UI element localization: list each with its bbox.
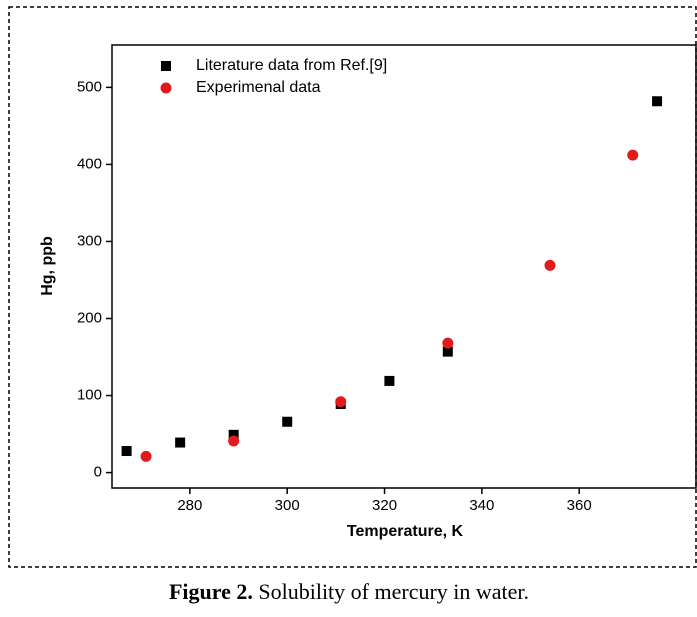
point [652,96,663,107]
plot-area [111,44,697,489]
point [228,435,240,447]
y-tick-label: 500 [77,78,102,95]
point [335,396,347,408]
y-axis-label: Hg, ppb [39,236,56,296]
point [175,437,186,448]
point [384,375,395,386]
point [121,446,132,457]
legend-label: Literature data from Ref.[9] [196,57,387,74]
y-tick-label: 200 [77,309,102,326]
x-tick-label: 340 [469,497,494,514]
caption-label: Figure 2. [169,579,253,604]
point [442,337,454,349]
point [442,346,453,357]
point [140,450,152,462]
x-tick-label: 300 [275,497,300,514]
legend-marker [160,82,172,94]
point [544,259,556,271]
caption-text: Solubility of mercury in water. [258,579,529,604]
y-tick-label: 100 [77,387,102,404]
y-tick-label: 0 [94,464,102,481]
y-tick-label: 400 [77,155,102,172]
legend-marker [161,61,171,71]
x-tick-label: 280 [177,497,202,514]
y-tick-label: 300 [77,232,102,249]
caption: Figure 2. Solubility of mercury in water… [169,579,529,604]
point [282,416,293,427]
point [627,149,639,161]
x-axis-label: Temperature, K [347,523,464,540]
x-tick-label: 320 [372,497,397,514]
x-tick-label: 360 [567,497,592,514]
legend-label: Experimenal data [196,79,321,96]
point [228,429,239,440]
